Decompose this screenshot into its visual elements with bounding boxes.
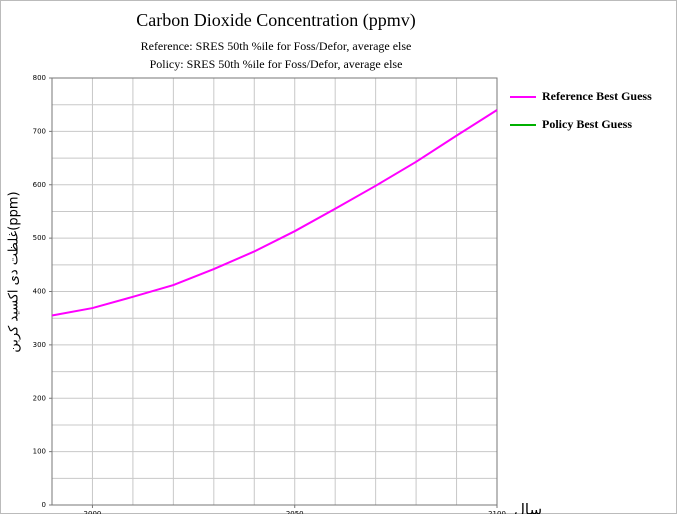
subtitle: Reference: SRES 50th %ile for Foss/Defor… xyxy=(141,39,412,53)
line xyxy=(51,109,498,317)
subtitle: Policy: SRES 50th %ile for Foss/Defor, a… xyxy=(150,57,403,71)
y-tick-label: 500 xyxy=(33,234,46,242)
x-axis-label: سال xyxy=(514,501,542,514)
y-tick-label: 100 xyxy=(33,448,46,456)
x-tick-label: 2100 xyxy=(488,510,506,514)
y-tick-label: 600 xyxy=(33,181,46,189)
y-axis-label: غلظت دی اکسید کربن(ppm) xyxy=(7,191,22,352)
y-tick-label: 800 xyxy=(33,74,46,82)
chart-title: Carbon Dioxide Concentration (ppmv) xyxy=(136,10,415,31)
x-tick-label: 2000 xyxy=(84,510,102,514)
y-tick-label: 400 xyxy=(33,288,46,296)
legend-label: Reference Best Guess xyxy=(542,89,652,103)
y-tick-label: 300 xyxy=(33,341,46,349)
y-tick-label: 700 xyxy=(33,127,46,135)
x-tick-label: 2050 xyxy=(286,510,304,514)
legend-label: Policy Best Guess xyxy=(542,117,632,131)
y-tick-label: 0 xyxy=(42,501,46,509)
y-tick-label: 200 xyxy=(33,394,46,402)
